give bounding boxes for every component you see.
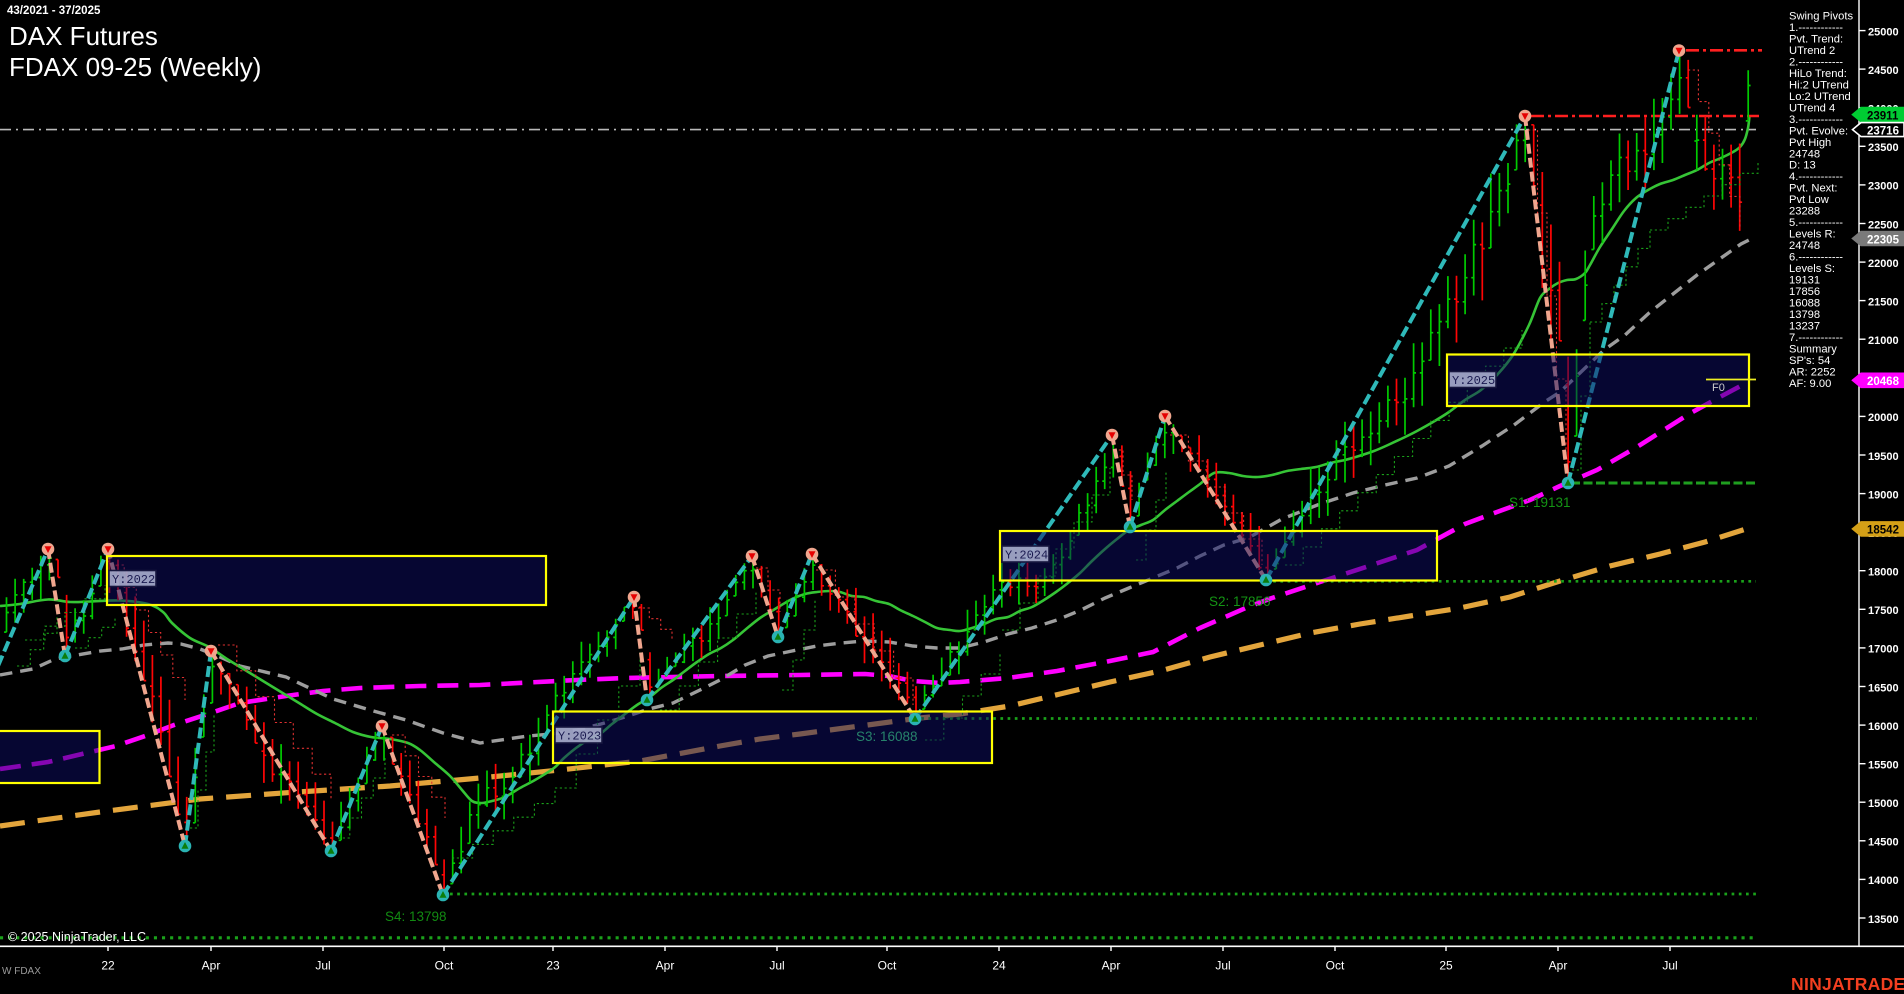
svg-text:5.------------: 5.------------ bbox=[1789, 217, 1843, 229]
svg-text:7.------------: 7.------------ bbox=[1789, 332, 1843, 344]
svg-text:Jul: Jul bbox=[1215, 959, 1230, 973]
svg-text:Pvt Low: Pvt Low bbox=[1789, 194, 1830, 206]
svg-text:Summary: Summary bbox=[1789, 343, 1837, 355]
svg-text:16500: 16500 bbox=[1868, 682, 1899, 694]
svg-text:Pvt. Trend:: Pvt. Trend: bbox=[1789, 34, 1843, 46]
svg-text:14500: 14500 bbox=[1868, 837, 1899, 849]
svg-text:25: 25 bbox=[1439, 959, 1453, 973]
svg-text:Hi:2 UTrend: Hi:2 UTrend bbox=[1789, 79, 1849, 91]
svg-text:S2: 17856: S2: 17856 bbox=[1209, 594, 1271, 609]
svg-text:24748: 24748 bbox=[1789, 240, 1820, 252]
svg-text:Y:2023: Y:2023 bbox=[558, 730, 601, 744]
svg-text:17856: 17856 bbox=[1789, 286, 1820, 298]
svg-text:23: 23 bbox=[546, 959, 560, 973]
svg-text:24748: 24748 bbox=[1789, 148, 1820, 160]
svg-text:Oct: Oct bbox=[1326, 959, 1345, 973]
svg-text:2.------------: 2.------------ bbox=[1789, 56, 1843, 68]
svg-text:23288: 23288 bbox=[1789, 206, 1820, 218]
svg-text:22000: 22000 bbox=[1868, 258, 1899, 270]
svg-text:F0: F0 bbox=[1712, 382, 1725, 394]
svg-text:UTrend 4: UTrend 4 bbox=[1789, 102, 1835, 114]
svg-text:19000: 19000 bbox=[1868, 489, 1899, 501]
svg-text:15500: 15500 bbox=[1868, 760, 1899, 772]
svg-text:17500: 17500 bbox=[1868, 605, 1899, 617]
svg-text:© 2025 NinjaTrader, LLC: © 2025 NinjaTrader, LLC bbox=[8, 930, 146, 944]
svg-text:16088: 16088 bbox=[1789, 298, 1820, 310]
svg-text:21500: 21500 bbox=[1868, 296, 1899, 308]
svg-text:AR: 2252: AR: 2252 bbox=[1789, 366, 1836, 378]
svg-text:Apr: Apr bbox=[1102, 959, 1121, 973]
svg-text:Pvt. Next:: Pvt. Next: bbox=[1789, 183, 1838, 195]
svg-text:24: 24 bbox=[992, 959, 1006, 973]
svg-text:Apr: Apr bbox=[202, 959, 221, 973]
svg-text:SP's: 54: SP's: 54 bbox=[1789, 355, 1830, 367]
svg-text:3.------------: 3.------------ bbox=[1789, 114, 1843, 126]
svg-text:AF: 9.00: AF: 9.00 bbox=[1789, 378, 1831, 390]
svg-text:22: 22 bbox=[101, 959, 115, 973]
svg-text:S3: 16088: S3: 16088 bbox=[856, 729, 918, 744]
svg-text:43/2021 - 37/2025: 43/2021 - 37/2025 bbox=[7, 5, 101, 17]
svg-text:4.------------: 4.------------ bbox=[1789, 171, 1843, 183]
svg-text:Jul: Jul bbox=[315, 959, 330, 973]
svg-text:24500: 24500 bbox=[1868, 65, 1899, 77]
svg-text:DAX Futures: DAX Futures bbox=[9, 21, 158, 51]
svg-text:Y:2024: Y:2024 bbox=[1005, 549, 1048, 563]
svg-text:1.------------: 1.------------ bbox=[1789, 22, 1843, 34]
svg-text:S4: 13798: S4: 13798 bbox=[385, 909, 447, 924]
svg-text:Oct: Oct bbox=[435, 959, 454, 973]
svg-text:16000: 16000 bbox=[1868, 721, 1899, 733]
svg-text:Pvt. Evolve:: Pvt. Evolve: bbox=[1789, 125, 1848, 137]
svg-text:FDAX 09-25 (Weekly): FDAX 09-25 (Weekly) bbox=[9, 52, 261, 82]
svg-text:W FDAX: W FDAX bbox=[2, 966, 41, 977]
svg-text:UTrend 2: UTrend 2 bbox=[1789, 45, 1835, 57]
svg-text:Swing Pivots: Swing Pivots bbox=[1789, 11, 1853, 23]
svg-text:23500: 23500 bbox=[1868, 142, 1899, 154]
svg-text:19131: 19131 bbox=[1789, 275, 1820, 287]
svg-text:18542: 18542 bbox=[1867, 525, 1899, 537]
svg-text:13798: 13798 bbox=[1789, 309, 1820, 321]
svg-text:25000: 25000 bbox=[1868, 26, 1899, 38]
svg-text:22305: 22305 bbox=[1867, 234, 1900, 246]
svg-text:23716: 23716 bbox=[1867, 125, 1899, 137]
svg-text:Lo:2 UTrend: Lo:2 UTrend bbox=[1789, 91, 1851, 103]
svg-text:Y:2022: Y:2022 bbox=[112, 573, 155, 587]
svg-text:20000: 20000 bbox=[1868, 412, 1899, 424]
svg-text:15000: 15000 bbox=[1868, 798, 1899, 810]
svg-text:Jul: Jul bbox=[769, 959, 784, 973]
svg-text:Oct: Oct bbox=[878, 959, 897, 973]
svg-text:13500: 13500 bbox=[1868, 914, 1899, 926]
svg-text:17000: 17000 bbox=[1868, 644, 1899, 656]
svg-text:20468: 20468 bbox=[1867, 376, 1900, 388]
svg-text:19500: 19500 bbox=[1868, 451, 1899, 463]
svg-text:Apr: Apr bbox=[656, 959, 675, 973]
svg-text:22500: 22500 bbox=[1868, 219, 1899, 231]
svg-text:Levels R:: Levels R: bbox=[1789, 229, 1836, 241]
svg-text:NINJATRADER: NINJATRADER bbox=[1791, 974, 1904, 994]
svg-text:Levels S:: Levels S: bbox=[1789, 263, 1835, 275]
svg-text:6.------------: 6.------------ bbox=[1789, 252, 1843, 264]
svg-text:13237: 13237 bbox=[1789, 321, 1820, 333]
svg-text:18000: 18000 bbox=[1868, 567, 1899, 579]
svg-text:Jul: Jul bbox=[1662, 959, 1677, 973]
svg-text:Pvt High: Pvt High bbox=[1789, 137, 1831, 149]
svg-text:14000: 14000 bbox=[1868, 875, 1899, 887]
svg-text:S1: 19131: S1: 19131 bbox=[1509, 495, 1571, 510]
svg-text:D: 13: D: 13 bbox=[1789, 160, 1816, 172]
svg-text:Y:2025: Y:2025 bbox=[1452, 374, 1495, 388]
svg-text:23911: 23911 bbox=[1867, 110, 1899, 122]
svg-text:21000: 21000 bbox=[1868, 335, 1899, 347]
svg-text:Apr: Apr bbox=[1549, 959, 1568, 973]
svg-text:23000: 23000 bbox=[1868, 181, 1899, 193]
svg-text:HiLo Trend:: HiLo Trend: bbox=[1789, 68, 1847, 80]
